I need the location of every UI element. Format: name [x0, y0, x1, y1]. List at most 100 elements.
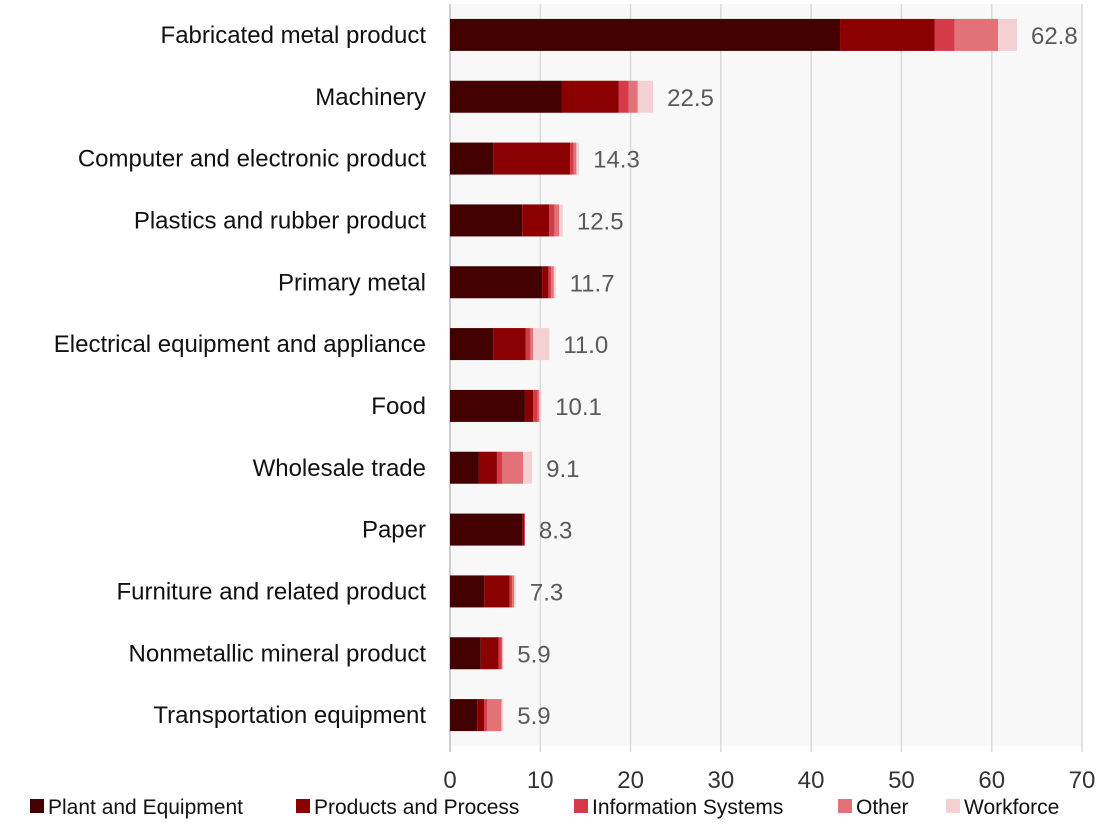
- category-label: Paper: [362, 517, 426, 544]
- x-tick-label: 20: [617, 767, 644, 794]
- x-tick-label: 10: [527, 767, 554, 794]
- bar-segment-workforce: [523, 451, 533, 484]
- bar-segment-other: [554, 204, 560, 237]
- bar-segment-information-systems: [618, 80, 629, 113]
- bar-segment-other: [628, 80, 638, 113]
- total-data-label: 10.1: [555, 394, 602, 421]
- total-data-label: 7.3: [530, 579, 563, 606]
- bar-segment-information-systems: [549, 204, 555, 237]
- x-tick-label: 60: [978, 767, 1005, 794]
- category-label: Plastics and rubber product: [134, 207, 426, 234]
- x-tick-label: 40: [798, 767, 825, 794]
- legend-label: Other: [856, 796, 909, 819]
- bar-segment-products-and-process: [840, 18, 935, 51]
- category-label: Primary metal: [278, 269, 426, 296]
- total-data-label: 14.3: [593, 147, 640, 174]
- bar-segment-products-and-process: [561, 80, 619, 113]
- bar-segment-plant-and-equipment: [450, 204, 523, 237]
- legend-swatch: [838, 799, 852, 813]
- bar-segment-information-systems: [525, 328, 531, 361]
- category-label: Machinery: [315, 84, 426, 111]
- bar-segment-workforce: [559, 204, 563, 237]
- bar-segment-information-systems: [509, 575, 513, 608]
- bar-segment-plant-and-equipment: [450, 575, 485, 608]
- bar-segment-workforce: [576, 142, 580, 175]
- bar-segment-plant-and-equipment: [450, 80, 562, 113]
- legend-swatch: [296, 799, 310, 813]
- bar-segment-products-and-process: [478, 451, 497, 484]
- bar-segment-information-systems: [524, 513, 525, 546]
- bar-segment-information-systems: [484, 699, 488, 732]
- bar-segment-information-systems: [496, 451, 503, 484]
- bar-segment-other: [530, 328, 534, 361]
- category-label: Food: [371, 393, 426, 420]
- total-data-label: 22.5: [667, 85, 714, 112]
- category-label: Electrical equipment and appliance: [54, 331, 426, 358]
- bar-segment-information-systems: [533, 389, 538, 422]
- legend-swatch: [30, 799, 44, 813]
- total-data-label: 8.3: [539, 518, 572, 545]
- bar-segment-workforce: [998, 18, 1017, 51]
- category-label: Computer and electronic product: [78, 146, 427, 173]
- category-label: Furniture and related product: [116, 578, 426, 605]
- bar-segment-other: [551, 266, 554, 299]
- total-data-label: 62.8: [1031, 23, 1078, 50]
- bar-segment-products-and-process: [524, 389, 534, 422]
- bar-segment-products-and-process: [493, 328, 526, 361]
- legend-swatch: [946, 799, 960, 813]
- category-label: Nonmetallic mineral product: [129, 640, 427, 667]
- x-tick-label: 70: [1069, 767, 1096, 794]
- bar-segment-plant-and-equipment: [450, 513, 523, 546]
- category-label: Transportation equipment: [153, 702, 426, 729]
- category-label: Fabricated metal product: [161, 22, 427, 49]
- total-data-label: 9.1: [546, 456, 579, 483]
- total-data-label: 12.5: [577, 208, 624, 235]
- total-data-label: 11.0: [563, 332, 608, 359]
- bar-segment-other: [501, 637, 503, 670]
- bar-segment-products-and-process: [484, 575, 510, 608]
- bar-segment-products-and-process: [493, 142, 571, 175]
- bar-segment-products-and-process: [522, 204, 550, 237]
- bar-segment-other: [502, 451, 524, 484]
- total-data-label: 11.7: [570, 270, 615, 297]
- bar-segment-information-systems: [934, 18, 955, 51]
- bar-segment-other: [954, 18, 999, 51]
- bar-segment-plant-and-equipment: [450, 389, 525, 422]
- bar-segment-workforce: [533, 328, 550, 361]
- total-data-label: 5.9: [517, 703, 550, 730]
- bar-segment-workforce: [637, 80, 654, 113]
- legend-label: Workforce: [964, 796, 1059, 819]
- bar-segment-products-and-process: [542, 266, 549, 299]
- bar-segment-workforce: [539, 389, 542, 422]
- bar-segment-workforce: [514, 575, 516, 608]
- bar-segment-information-systems: [570, 142, 574, 175]
- bar-segment-plant-and-equipment: [450, 328, 494, 361]
- bar-segment-workforce: [501, 699, 504, 732]
- bar-segment-other: [573, 142, 577, 175]
- bar-segment-products-and-process: [477, 699, 485, 732]
- x-tick-label: 0: [443, 767, 456, 794]
- bar-segment-products-and-process: [480, 637, 499, 670]
- bar-segment-plant-and-equipment: [450, 266, 543, 299]
- bar-segment-other: [512, 575, 515, 608]
- bar-segment-information-systems: [498, 637, 502, 670]
- bar-segment-plant-and-equipment: [450, 637, 481, 670]
- plot-area: [450, 4, 1082, 746]
- bar-segment-products-and-process: [522, 513, 525, 546]
- bar-segment-plant-and-equipment: [450, 18, 841, 51]
- legend-label: Information Systems: [592, 796, 783, 819]
- total-data-label: 5.9: [517, 641, 550, 668]
- bar-segment-information-systems: [548, 266, 552, 299]
- bar-segment-plant-and-equipment: [450, 142, 494, 175]
- legend-swatch: [574, 799, 588, 813]
- bar-segment-other: [487, 699, 502, 732]
- category-label: Wholesale trade: [253, 455, 426, 482]
- bar-segment-workforce: [553, 266, 556, 299]
- bar-segment-plant-and-equipment: [450, 699, 478, 732]
- x-tick-label: 50: [888, 767, 915, 794]
- bar-segment-plant-and-equipment: [450, 451, 479, 484]
- bar-segment-workforce: [502, 637, 504, 670]
- x-tick-label: 30: [708, 767, 735, 794]
